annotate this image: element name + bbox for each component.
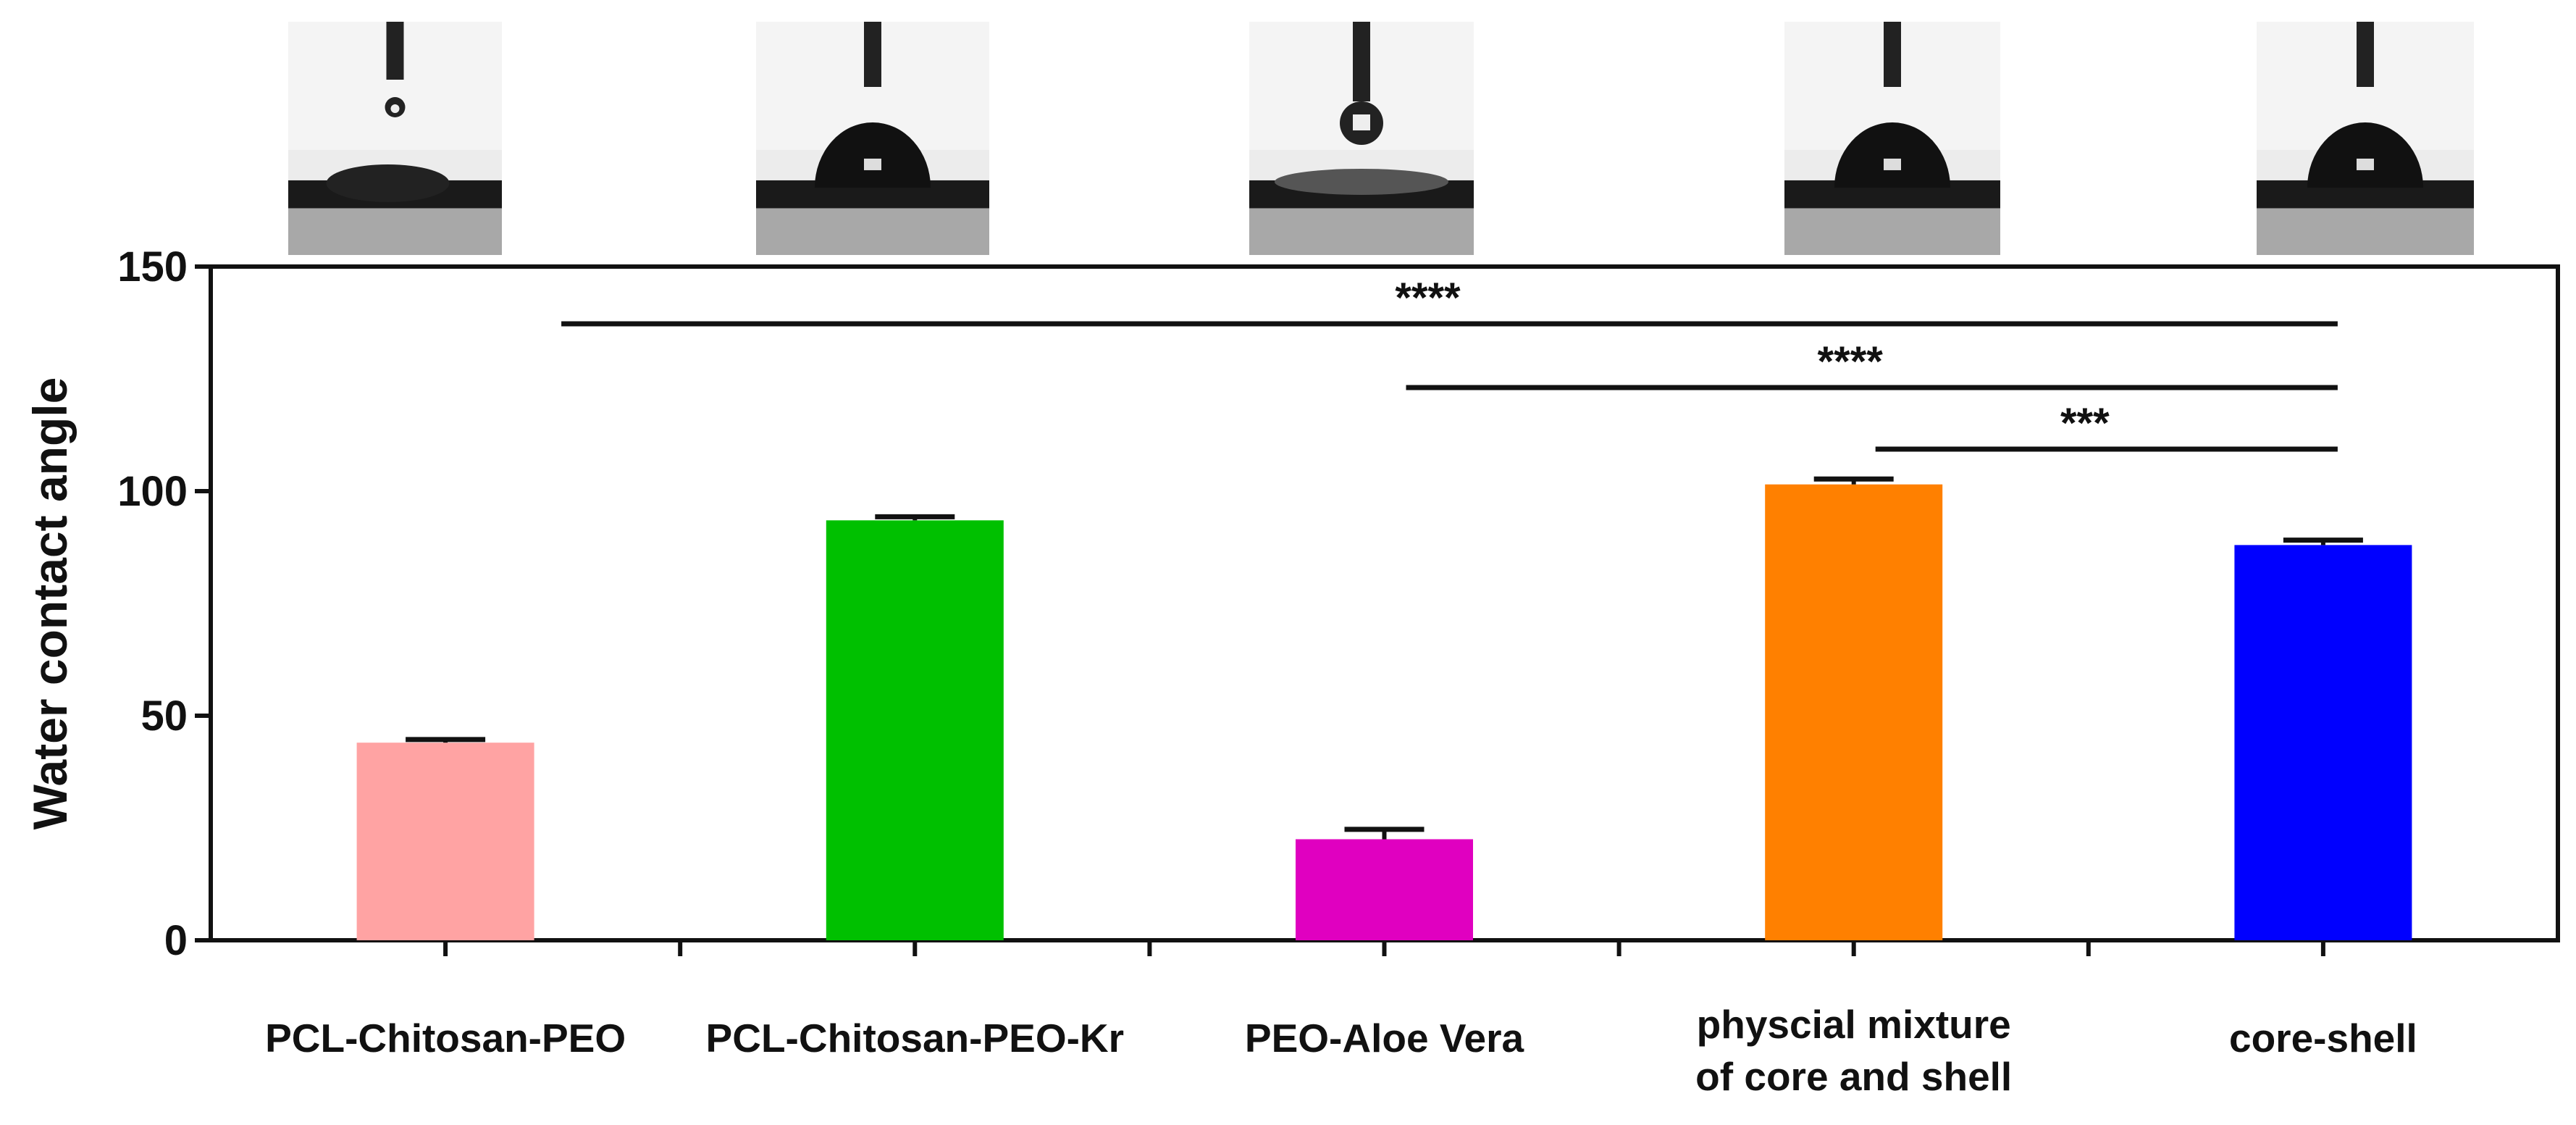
x-tick-label: physcial mixture <box>1697 1002 2011 1047</box>
significance-label: *** <box>2060 400 2110 447</box>
significance-brackets: *********** <box>561 275 2338 452</box>
bars <box>356 476 2412 940</box>
x-tick-label: core-shell <box>2229 1016 2417 1061</box>
y-axis-label: Water contact angle <box>23 377 77 830</box>
droplet-photo <box>1784 22 2000 255</box>
droplet-photo <box>1249 22 1474 255</box>
y-tick-label: 100 <box>117 468 188 515</box>
droplet-photo <box>288 22 502 255</box>
y-ticks: 0 50 100 150 <box>117 243 211 964</box>
bar <box>826 520 1004 940</box>
bar <box>1765 484 1943 940</box>
x-tick-label: of core and shell <box>1695 1054 2012 1099</box>
droplet-photo <box>2257 22 2474 255</box>
x-tick-labels: PCL-Chitosan-PEO PCL-Chitosan-PEO-Kr PEO-A… <box>265 940 2417 1099</box>
y-tick-label: 150 <box>117 243 188 290</box>
droplet-photo <box>756 22 989 255</box>
x-tick-label: PEO-Aloe Vera <box>1245 1016 1524 1061</box>
significance-label: **** <box>1395 275 1461 322</box>
significance-label: **** <box>1818 338 1884 385</box>
bar <box>356 743 534 940</box>
y-tick-label: 50 <box>140 693 188 740</box>
x-tick-label: PCL-Chitosan-PEO-Kr <box>706 1016 1125 1061</box>
bar <box>1296 839 1473 940</box>
bar <box>2234 545 2412 940</box>
x-tick-label: PCL-Chitosan-PEO <box>265 1016 626 1061</box>
droplet-images <box>288 22 2474 255</box>
y-tick-label: 0 <box>164 917 188 964</box>
